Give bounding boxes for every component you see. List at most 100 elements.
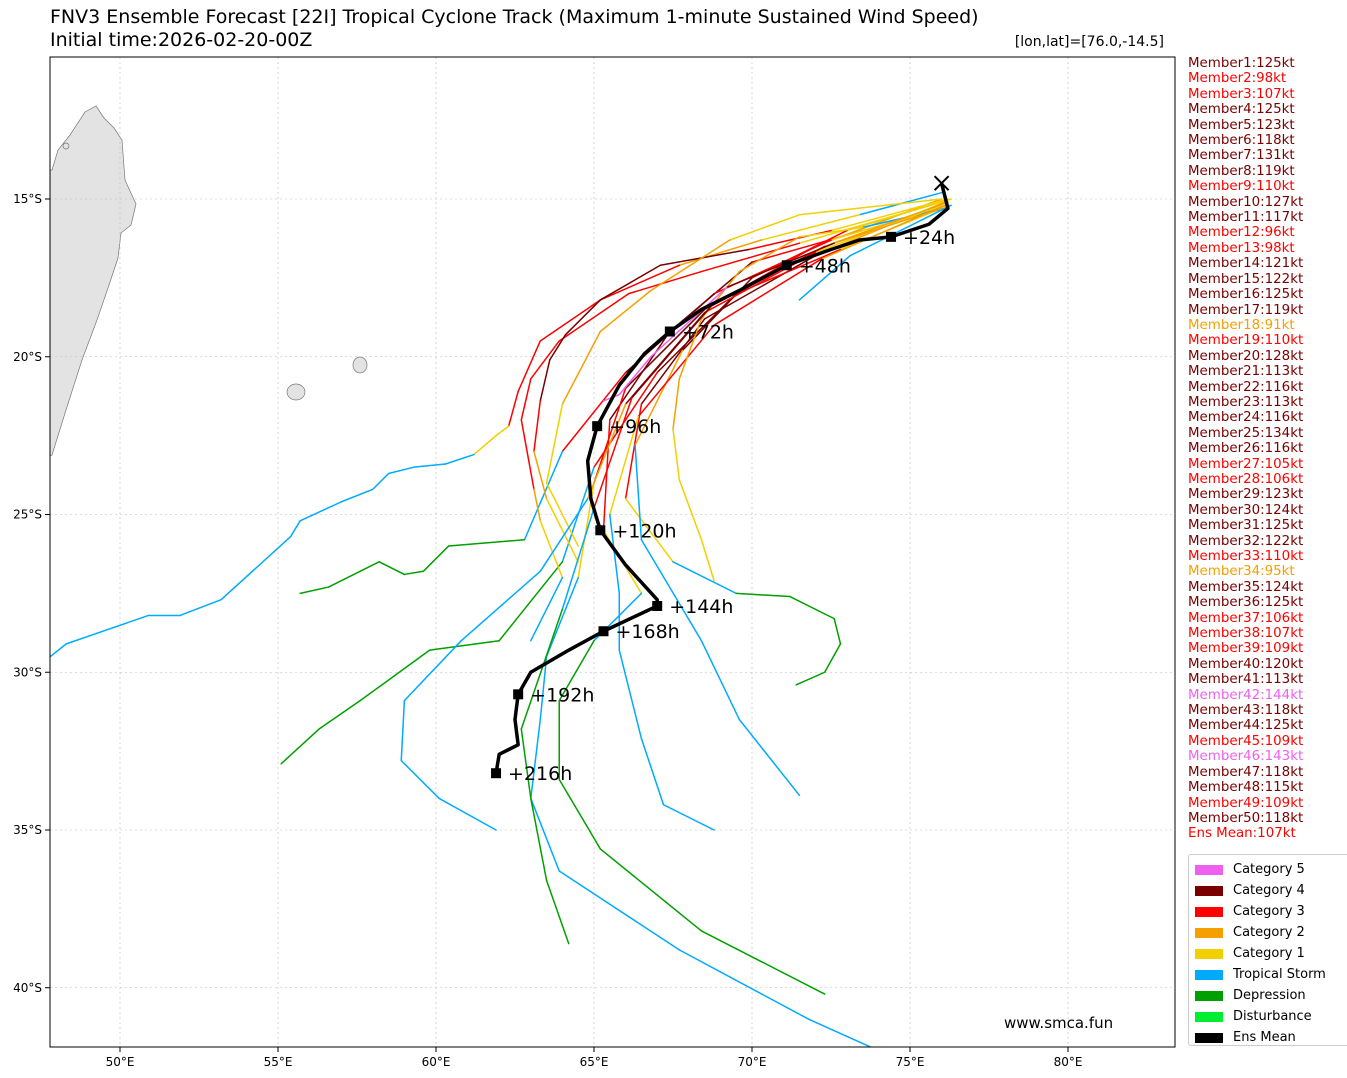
reunion-island: [286, 383, 306, 401]
lat-tick-label: 35°S: [13, 823, 42, 837]
member-intensity-list: Member1:125kt Member2:98kt Member3:107kt Me…: [1188, 56, 1303, 842]
forecast-hour-label: +192h: [530, 684, 594, 706]
map-frame: [49, 56, 1176, 1048]
track-segment: [735, 592, 791, 598]
track-segment: [599, 264, 662, 301]
track-segment: [539, 359, 551, 402]
member-intensity-item: Member23:113kt: [1188, 394, 1304, 410]
legend-swatch: [1195, 906, 1223, 917]
member-intensity-item: Member44:125kt: [1188, 718, 1304, 734]
track-segment: [631, 305, 712, 399]
forecast-hour-marker: [652, 600, 663, 611]
legend-label: Tropical Storm: [1233, 967, 1326, 982]
legend-item: Category 1: [1195, 943, 1347, 964]
member-track: [545, 198, 943, 547]
track-segment: [640, 538, 703, 642]
track-segment: [520, 378, 532, 421]
track-segment: [640, 737, 665, 806]
track-segment: [50, 643, 68, 658]
member-intensity-item: Member37:106kt: [1188, 610, 1304, 626]
track-segment: [561, 330, 602, 405]
track-segment: [672, 561, 737, 595]
member-intensity-item: Member21:113kt: [1188, 364, 1304, 380]
track-segment: [530, 718, 542, 800]
track-segment: [558, 870, 681, 951]
member-track: [634, 198, 952, 797]
track-segment: [678, 239, 763, 267]
track-segment: [530, 797, 560, 872]
track-segment: [520, 608, 564, 730]
track-segment: [795, 671, 826, 686]
track-segment: [738, 718, 801, 797]
member-intensity-item: Member30:124kt: [1188, 502, 1304, 518]
track-segment: [545, 576, 579, 658]
track-segment: [678, 479, 703, 541]
lon-tick-label: 55°E: [264, 1055, 293, 1069]
track-segment: [599, 848, 703, 932]
track-segment: [523, 450, 564, 541]
watermark: www.smca.fun: [1004, 1014, 1113, 1032]
track-segment: [593, 397, 633, 509]
track-segment: [729, 214, 801, 241]
member-intensity-item: Member25:134kt: [1188, 425, 1304, 441]
track-segment: [428, 639, 500, 651]
forecast-hour-marker: [664, 326, 675, 337]
member-track: [520, 201, 943, 642]
track-segment: [586, 403, 627, 500]
legend-label: Category 4: [1233, 883, 1305, 898]
track-segment: [299, 586, 330, 595]
member-intensity-item: Member18:91kt: [1188, 317, 1295, 333]
member-intensity-item: Member26:116kt: [1188, 441, 1304, 457]
member-intensity-item: Member10:127kt: [1188, 194, 1304, 210]
track-segment: [507, 390, 519, 427]
legend: Category 5 Category 4 Category 3 Category 2…: [1188, 854, 1347, 1046]
track-segment: [760, 214, 861, 241]
lat-tick-label: 15°S: [13, 192, 42, 206]
member-intensity-item: Member42:144kt: [1188, 687, 1304, 703]
track-segment: [624, 403, 643, 500]
track-segment: [558, 639, 595, 702]
track-segment: [624, 308, 706, 390]
legend-item: Category 5: [1195, 859, 1347, 880]
member-intensity-item: Member7:131kt: [1188, 148, 1295, 164]
track-segment: [545, 482, 579, 547]
member-intensity-item: Member22:116kt: [1188, 379, 1304, 395]
legend-label: Depression: [1233, 988, 1306, 1003]
member-intensity-item: Member5:123kt: [1188, 117, 1295, 133]
track-segment: [599, 264, 681, 301]
track-segment: [179, 598, 222, 617]
track-segment: [700, 242, 801, 273]
track-segment: [460, 570, 542, 642]
member-intensity-item: Member28:106kt: [1188, 471, 1304, 487]
legend-swatch: [1195, 990, 1223, 1001]
track-segment: [539, 299, 602, 342]
track-segment: [318, 699, 361, 730]
member-intensity-item: Member20:128kt: [1188, 348, 1304, 364]
member-intensity-item: Ens Mean:107kt: [1188, 826, 1296, 842]
track-segment: [833, 207, 943, 244]
legend-label: Category 5: [1233, 862, 1305, 877]
track-segment: [599, 289, 652, 333]
track-segment: [634, 349, 684, 446]
track-segment: [498, 561, 564, 642]
member-intensity-item: Member40:120kt: [1188, 656, 1304, 672]
track-segment: [403, 570, 425, 576]
track-segment: [634, 444, 643, 541]
member-intensity-item: Member27:105kt: [1188, 456, 1304, 472]
track-segment: [628, 270, 703, 295]
member-intensity-item: Member50:118kt: [1188, 810, 1304, 826]
track-segment: [533, 450, 548, 500]
member-intensity-item: Member43:118kt: [1188, 703, 1304, 719]
forecast-hour-label: +48h: [799, 255, 851, 277]
member-track: [798, 204, 952, 301]
track-segment: [618, 649, 643, 740]
forecast-hour-label: +120h: [612, 520, 676, 542]
track-segment: [672, 428, 681, 481]
forecast-hour-label: +168h: [615, 621, 679, 643]
track-segment: [738, 236, 801, 273]
member-intensity-item: Member3:107kt: [1188, 86, 1295, 102]
lon-tick-label: 50°E: [106, 1055, 135, 1069]
track-segment: [400, 759, 440, 800]
member-intensity-item: Member12:96kt: [1188, 225, 1295, 241]
initial-position-x-marker: [933, 175, 950, 191]
